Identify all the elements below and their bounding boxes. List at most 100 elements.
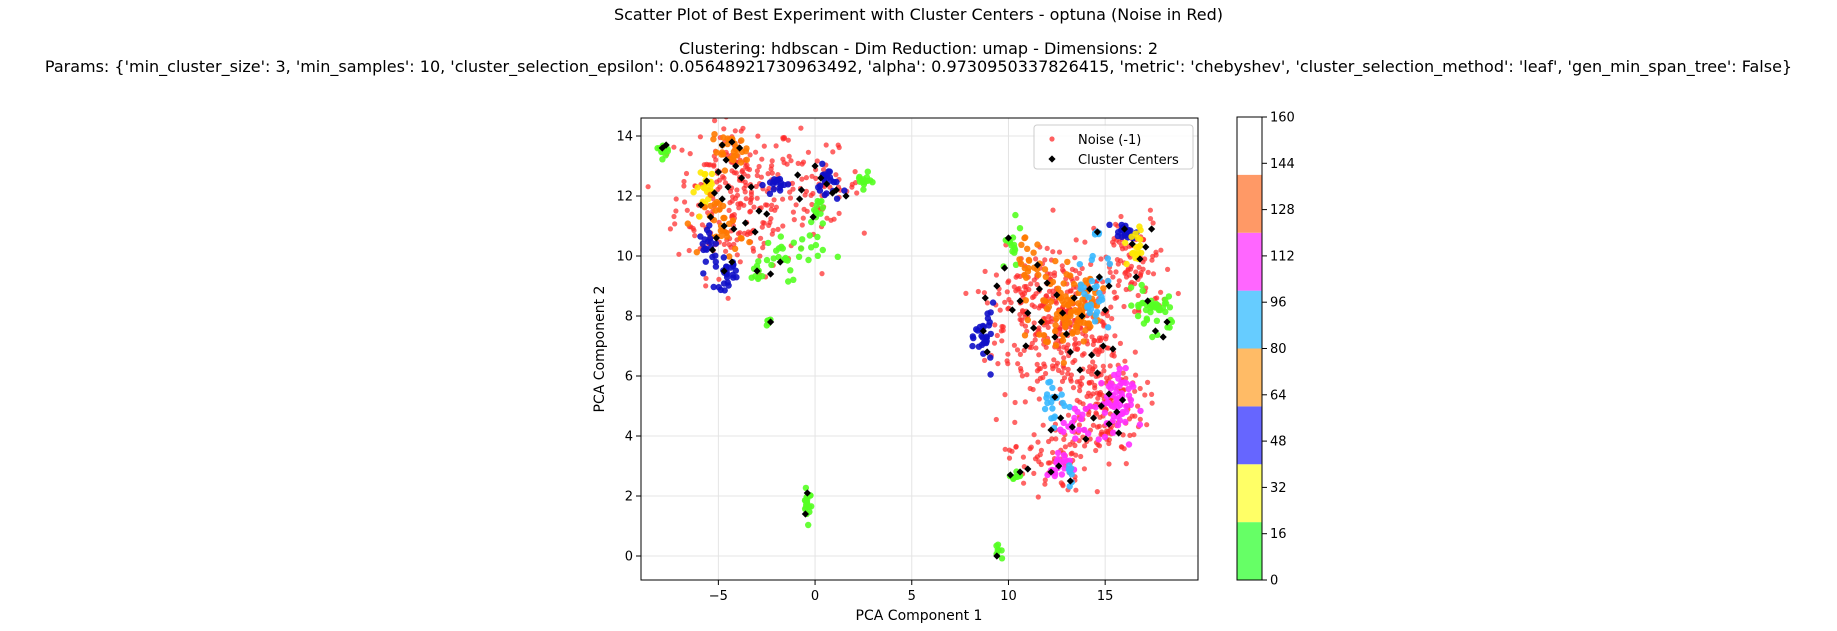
cluster-center <box>1078 312 1086 320</box>
noise-point <box>1057 386 1063 392</box>
cluster-point <box>830 178 838 186</box>
cluster-point <box>1128 233 1135 240</box>
noise-point <box>1004 358 1010 364</box>
noise-point <box>1061 436 1067 442</box>
cluster-center <box>1089 414 1098 422</box>
cluster-center <box>823 180 831 188</box>
cluster-point <box>1125 228 1133 236</box>
noise-point <box>716 96 721 101</box>
cluster-point <box>816 182 824 189</box>
cluster-point <box>987 371 994 378</box>
colorbar: 0 16 32 48 64 80 96 112 128 144 160 <box>1236 111 1295 589</box>
noise-point <box>703 275 709 281</box>
noise-point <box>1145 269 1151 275</box>
cluster-point <box>1051 472 1059 480</box>
cluster-point <box>864 168 871 175</box>
cluster-point <box>1116 382 1123 389</box>
noise-point <box>1109 316 1115 322</box>
noise-point <box>1133 269 1139 275</box>
cluster-point <box>802 484 810 492</box>
cluster-point <box>701 236 708 243</box>
noise-point <box>1002 446 1008 452</box>
cluster-center <box>736 144 744 152</box>
noise-point <box>775 226 781 232</box>
noise-point <box>1068 372 1074 378</box>
noise-point <box>754 172 760 179</box>
noise-point <box>780 135 786 141</box>
noise-point <box>749 195 755 201</box>
cluster-point <box>819 246 826 254</box>
cluster-point <box>766 190 774 197</box>
noise-point <box>1093 411 1100 417</box>
cluster-point <box>1084 304 1091 311</box>
noise-point <box>1098 256 1104 262</box>
noise-point <box>1042 477 1048 483</box>
cluster-point <box>790 239 797 246</box>
noise-point <box>963 290 969 296</box>
cluster-center <box>1136 255 1144 263</box>
noise-point <box>1088 393 1094 399</box>
cluster-center <box>710 189 719 197</box>
noise-point <box>747 152 753 158</box>
cluster-point <box>1011 249 1018 256</box>
cluster-center <box>1047 426 1055 434</box>
colorbar-tick-label: 128 <box>1270 203 1295 218</box>
cluster-point <box>790 276 797 283</box>
noise-point <box>1135 403 1141 409</box>
noise-point <box>836 144 842 151</box>
cluster-center <box>803 489 811 497</box>
cluster-point <box>1021 265 1028 272</box>
cluster-point <box>1080 284 1087 291</box>
cluster-point <box>1066 467 1073 474</box>
noise-point <box>769 202 775 208</box>
noise-point <box>754 195 760 201</box>
cluster-point <box>1137 407 1144 415</box>
noise-point <box>1017 351 1024 357</box>
noise-point <box>1106 437 1112 443</box>
noise-point <box>766 185 772 192</box>
noise-point <box>1067 376 1074 382</box>
cluster-center <box>1033 261 1042 269</box>
cluster-point <box>1049 384 1056 392</box>
colorbar-band <box>1237 464 1262 523</box>
noise-point <box>1077 388 1083 394</box>
noise-point <box>805 149 812 155</box>
noise-point <box>699 222 706 228</box>
cluster-center <box>747 183 755 191</box>
cluster-point <box>1060 280 1067 287</box>
noise-point <box>1055 367 1062 373</box>
cluster-point <box>784 257 791 264</box>
noise-point <box>801 206 807 212</box>
cluster-point <box>1139 299 1146 307</box>
cluster-center <box>1088 351 1096 359</box>
cluster-center <box>1000 264 1009 272</box>
noise-point <box>1113 269 1119 275</box>
noise-point <box>1051 270 1058 276</box>
noise-point <box>744 231 750 238</box>
cluster-point <box>805 256 812 264</box>
noise-point <box>1019 292 1026 298</box>
cluster-point <box>1021 332 1029 339</box>
noise-point <box>768 206 774 212</box>
noise-point <box>1111 289 1117 295</box>
noise-point <box>993 416 999 423</box>
noise-point <box>1126 416 1133 422</box>
noise-point <box>722 180 729 186</box>
noise-point <box>757 253 763 259</box>
cluster-center <box>1093 369 1102 377</box>
noise-point <box>1006 278 1012 284</box>
cluster-point <box>1110 371 1118 379</box>
cluster-center <box>1115 429 1123 437</box>
noise-point <box>1042 257 1048 263</box>
cluster-point <box>780 181 788 189</box>
noise-point <box>1006 447 1013 453</box>
noise-point <box>1034 368 1040 374</box>
noise-point <box>1111 242 1117 248</box>
noise-point <box>1081 351 1087 357</box>
cluster-point <box>1049 405 1056 412</box>
cluster-point <box>1135 303 1142 311</box>
cluster-point <box>1093 308 1101 316</box>
cluster-point <box>1041 405 1049 413</box>
cluster-point <box>1116 417 1124 424</box>
noise-point <box>819 271 825 277</box>
